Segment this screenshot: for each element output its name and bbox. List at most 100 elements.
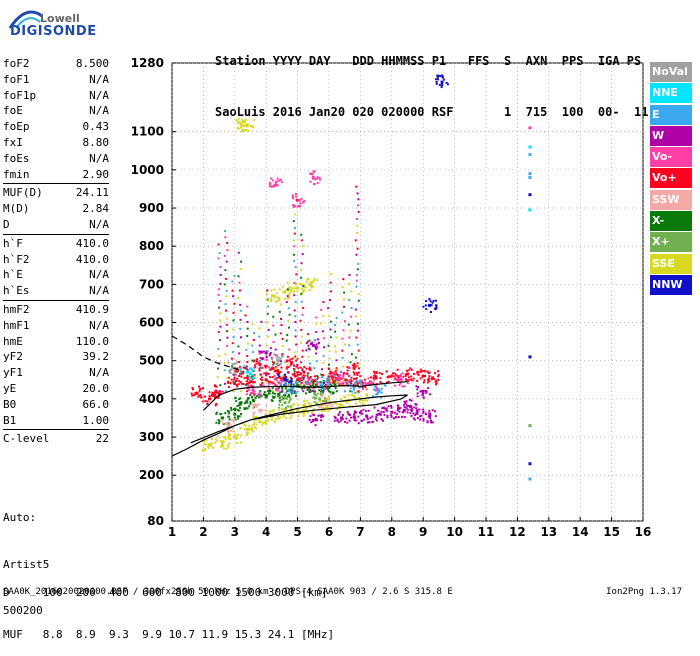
- data-point: [302, 390, 305, 393]
- data-point: [320, 404, 323, 407]
- data-point: [272, 390, 275, 393]
- data-point: [202, 439, 205, 442]
- data-point: [275, 376, 278, 379]
- data-point: [350, 307, 353, 310]
- data-point: [331, 391, 334, 394]
- data-point: [398, 384, 401, 387]
- data-point: [276, 177, 279, 180]
- data-point: [314, 178, 317, 181]
- data-point: [357, 364, 360, 367]
- parameter-table: foF2 8.500 foF1 N/A foF1p N/A foE N/A foEp 0.43 fx…: [3, 56, 109, 447]
- data-point: [347, 366, 350, 369]
- data-point: [313, 413, 316, 416]
- data-point: [409, 405, 413, 408]
- data-point: [265, 355, 268, 358]
- data-point: [288, 406, 291, 409]
- data-point: [267, 366, 270, 369]
- data-point: [441, 76, 444, 79]
- data-point: [440, 80, 444, 84]
- data-point: [208, 395, 211, 398]
- data-point: [335, 390, 338, 393]
- data-point: [233, 419, 236, 422]
- data-point: [329, 370, 332, 373]
- data-point: [293, 309, 296, 312]
- data-point: [274, 420, 277, 423]
- param-row: yF2 39.2: [3, 349, 109, 365]
- data-point: [277, 373, 280, 376]
- data-point: [237, 404, 240, 407]
- x-tick-label: 5: [293, 525, 301, 539]
- data-point: [232, 373, 235, 376]
- data-point: [237, 275, 240, 278]
- data-point: [279, 391, 282, 394]
- data-point: [263, 391, 266, 394]
- data-point: [236, 122, 239, 125]
- data-point: [318, 400, 321, 403]
- x-tick-label: 8: [388, 525, 396, 539]
- data-point: [356, 224, 359, 227]
- data-point: [233, 274, 236, 277]
- data-point: [366, 394, 369, 397]
- data-point: [343, 305, 346, 308]
- data-point: [355, 378, 358, 381]
- data-point: [358, 396, 361, 399]
- data-point: [416, 409, 419, 412]
- data-point: [326, 377, 329, 380]
- data-point: [240, 375, 243, 378]
- data-point: [279, 332, 282, 335]
- data-point: [358, 381, 361, 384]
- data-point: [258, 335, 261, 338]
- data-point: [238, 361, 241, 364]
- data-point: [272, 364, 275, 367]
- data-point: [441, 84, 444, 87]
- data-point: [234, 369, 237, 372]
- data-point: [345, 398, 348, 401]
- data-point: [194, 392, 197, 395]
- data-point: [248, 425, 251, 428]
- data-point: [323, 409, 326, 412]
- data-point: [324, 406, 327, 409]
- data-point: [231, 426, 234, 429]
- data-point: [321, 399, 324, 402]
- data-point: [235, 370, 238, 373]
- data-point: [327, 384, 330, 387]
- data-point: [240, 125, 243, 128]
- data-point: [341, 356, 344, 359]
- data-point: [435, 82, 438, 85]
- data-point: [295, 192, 298, 195]
- data-point: [294, 355, 297, 358]
- data-point: [288, 382, 291, 385]
- data-point: [327, 375, 330, 378]
- data-point: [193, 393, 196, 396]
- data-point: [197, 395, 200, 398]
- data-point: [410, 368, 413, 371]
- data-point: [250, 368, 253, 371]
- data-point: [422, 392, 425, 395]
- data-point: [273, 353, 276, 356]
- data-point: [221, 390, 224, 393]
- data-point: [316, 378, 319, 381]
- data-point: [200, 396, 203, 399]
- data-point: [231, 362, 234, 365]
- data-point: [293, 281, 296, 284]
- data-point: [233, 412, 237, 416]
- data-point: [228, 368, 231, 371]
- data-point: [293, 351, 296, 354]
- data-point: [300, 262, 303, 265]
- data-point: [303, 289, 306, 292]
- data-point: [338, 405, 341, 408]
- param-row: foF2 8.500: [3, 56, 109, 72]
- data-point: [276, 354, 279, 357]
- data-point: [234, 409, 237, 412]
- data-point: [245, 393, 248, 396]
- data-point: [303, 199, 306, 202]
- data-point: [236, 367, 239, 370]
- param-label: h`F: [3, 236, 23, 250]
- data-point: [361, 403, 364, 406]
- data-point: [255, 423, 258, 426]
- data-point: [271, 387, 274, 390]
- data-point: [286, 288, 289, 291]
- data-point: [329, 372, 332, 375]
- data-point: [394, 375, 397, 378]
- data-point: [254, 366, 257, 369]
